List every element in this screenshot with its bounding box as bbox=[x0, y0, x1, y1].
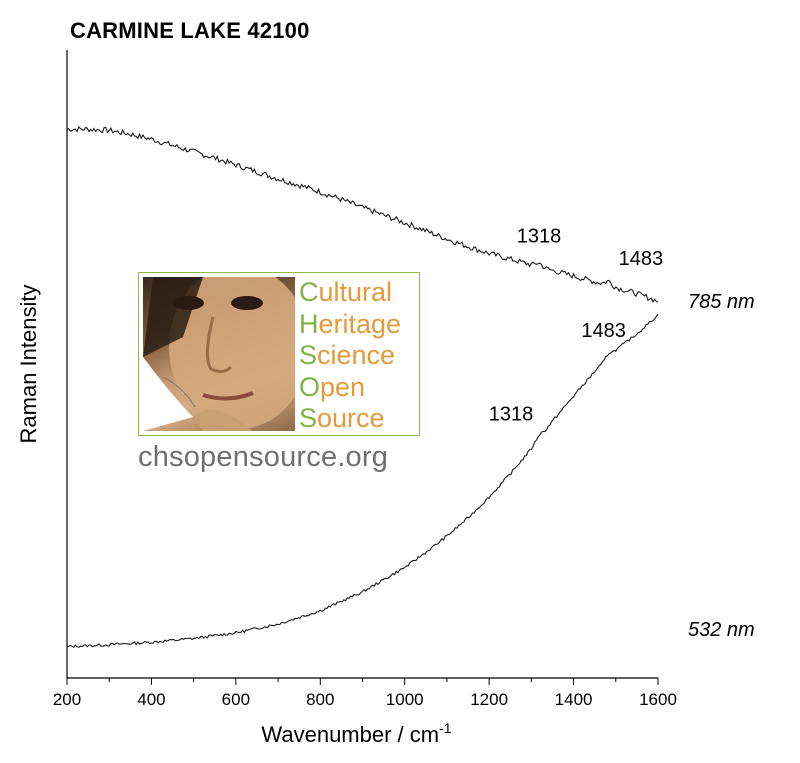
x-axis-label-superscript: -1 bbox=[439, 720, 452, 736]
chart-title: CARMINE LAKE 42100 bbox=[70, 18, 310, 43]
peak-label: 1318 bbox=[489, 404, 534, 426]
logo-wordmark: Cultural Heritage Science Open Source bbox=[299, 277, 417, 435]
x-tick-label: 600 bbox=[222, 690, 250, 709]
series-layer bbox=[66, 126, 659, 649]
series-label: 785 nm bbox=[688, 291, 755, 313]
x-axis-label: Wavenumber / cm-1 bbox=[261, 720, 451, 747]
axes: 200 400 600 800 1000 1200 1400 1600 Wavenumber /… bbox=[16, 50, 677, 747]
x-tick-label: 800 bbox=[306, 690, 334, 709]
logo-portrait-image bbox=[143, 277, 295, 431]
x-tick-label: 1600 bbox=[639, 690, 677, 709]
peak-label: 1483 bbox=[619, 248, 664, 270]
peak-label: 1318 bbox=[517, 226, 562, 248]
x-tick-label: 1400 bbox=[555, 690, 593, 709]
x-tick-label: 200 bbox=[53, 690, 81, 709]
labels-layer: 785 nm 532 nm 1318 1483 1483 1318 bbox=[489, 226, 755, 641]
y-axis-label: Raman Intensity bbox=[16, 285, 41, 444]
series-label: 532 nm bbox=[688, 619, 755, 641]
series-line-785-nm bbox=[66, 126, 659, 304]
logo-line-source: Source bbox=[299, 403, 385, 433]
logo-url: chsopensource.org bbox=[138, 441, 389, 473]
x-tick-label: 1200 bbox=[470, 690, 508, 709]
logo-line-science: Science bbox=[299, 340, 396, 370]
logo-box: Cultural Heritage Science Open Source bbox=[138, 272, 420, 436]
x-tick-label: 1000 bbox=[386, 690, 424, 709]
logo-line-heritage: Heritage bbox=[299, 308, 402, 339]
logo-line-open: Open bbox=[299, 371, 366, 402]
series-line-532-nm bbox=[66, 313, 659, 649]
logo-line-cultural: Cultural bbox=[299, 277, 393, 307]
x-tick-label: 400 bbox=[137, 690, 165, 709]
peak-label: 1483 bbox=[581, 320, 626, 342]
